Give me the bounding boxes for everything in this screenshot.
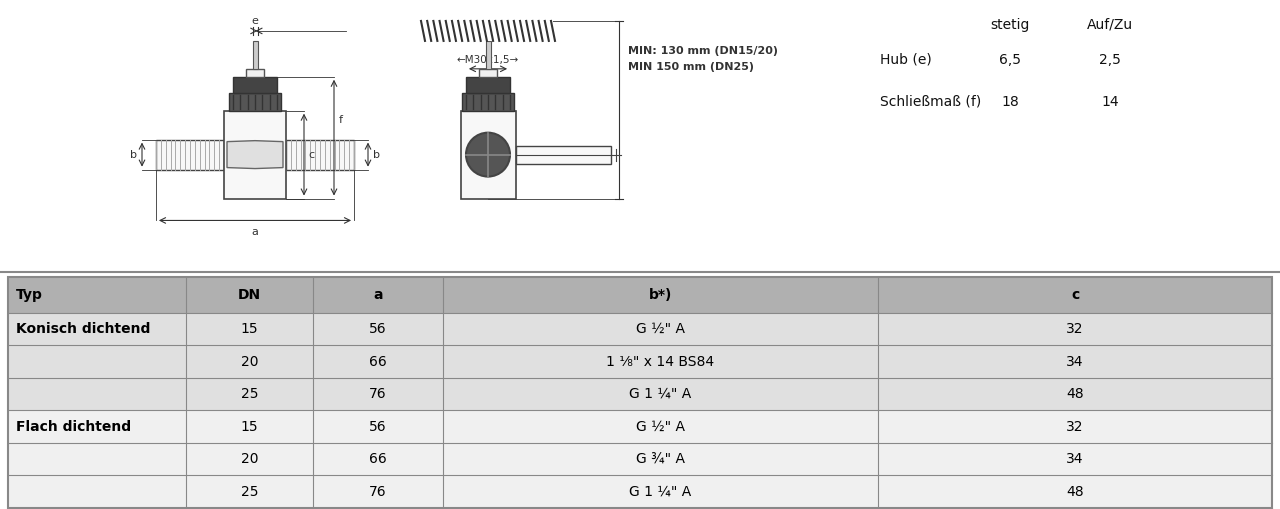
Bar [479,69,497,77]
Ellipse shape [466,133,509,177]
Text: G ½" A: G ½" A [636,322,685,336]
Bar [8,443,1272,475]
Text: 66: 66 [369,355,387,369]
Bar [466,77,509,93]
Text: MIN 150 mm (DN25): MIN 150 mm (DN25) [628,62,754,72]
Text: 56: 56 [369,322,387,336]
Text: 48: 48 [1066,387,1084,401]
Bar [516,146,611,163]
Bar [462,93,515,111]
Text: Schließmaß (f): Schließmaß (f) [881,95,982,109]
Text: f: f [339,115,343,125]
Text: 6,5: 6,5 [998,53,1021,67]
Text: a: a [252,228,259,237]
Text: 48: 48 [1066,485,1084,499]
Text: DN: DN [238,288,261,302]
Text: b*): b*) [649,288,672,302]
Bar [233,77,276,93]
Bar [229,93,282,111]
Text: Flach dichtend: Flach dichtend [15,419,131,434]
Text: e: e [252,16,259,26]
Text: stetig: stetig [991,18,1029,32]
Text: Konisch dichtend: Konisch dichtend [15,322,150,336]
Bar [156,139,224,169]
Text: 15: 15 [241,419,259,434]
Text: 25: 25 [241,387,259,401]
Text: 66: 66 [369,452,387,466]
Text: b: b [372,150,380,160]
Bar [285,139,355,169]
Bar [8,345,1272,378]
Bar [422,21,553,41]
Text: ←M30x1,5→: ←M30x1,5→ [457,55,520,65]
Text: 18: 18 [1001,95,1019,109]
Text: 2,5: 2,5 [1100,53,1121,67]
Text: G ½" A: G ½" A [636,419,685,434]
Bar [252,41,257,69]
Bar [8,475,1272,508]
Text: 76: 76 [369,387,387,401]
Bar [8,410,1272,443]
Bar [8,313,1272,345]
Bar [485,41,490,69]
Text: 25: 25 [241,485,259,499]
Text: 32: 32 [1066,419,1084,434]
Text: 1 ¹⁄₈" x 14 BS84: 1 ¹⁄₈" x 14 BS84 [607,355,714,369]
Bar [8,378,1272,410]
Text: 56: 56 [369,419,387,434]
Text: G 1 ¼" A: G 1 ¼" A [630,485,691,499]
Polygon shape [227,140,283,168]
Text: Typ: Typ [15,288,42,302]
Text: a: a [374,288,383,302]
Text: c: c [308,150,314,160]
Text: 20: 20 [241,355,259,369]
Text: G 1 ¼" A: G 1 ¼" A [630,387,691,401]
Text: Auf/Zu: Auf/Zu [1087,18,1133,32]
Text: 20: 20 [241,452,259,466]
Bar [246,69,264,77]
Text: 14: 14 [1101,95,1119,109]
Text: MIN: 130 mm (DN15/20): MIN: 130 mm (DN15/20) [628,46,778,56]
Bar [224,111,285,199]
Bar [8,277,1272,313]
Bar [461,111,516,199]
Text: 32: 32 [1066,322,1084,336]
Text: Hub (e): Hub (e) [881,53,932,67]
Text: 15: 15 [241,322,259,336]
Text: 34: 34 [1066,452,1084,466]
Text: 76: 76 [369,485,387,499]
Text: 34: 34 [1066,355,1084,369]
Text: G ¾" A: G ¾" A [636,452,685,466]
Text: b: b [131,150,137,160]
Text: c: c [1071,288,1079,302]
